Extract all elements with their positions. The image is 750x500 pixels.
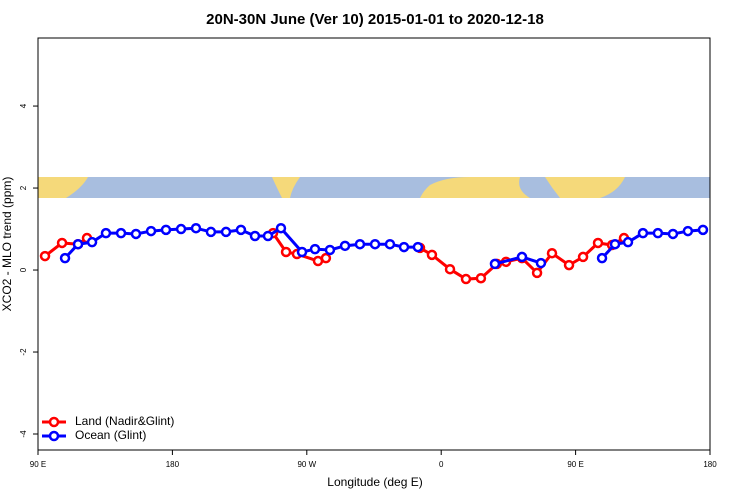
data-point (489, 258, 501, 270)
x-axis-label: Longitude (deg E) (327, 475, 422, 489)
x-tick-label: 90 E (30, 460, 46, 469)
data-point (56, 237, 68, 249)
y-tick-label: 4 (19, 103, 28, 108)
data-point (249, 230, 261, 242)
data-point (637, 227, 649, 239)
data-point (398, 241, 410, 253)
data-point (682, 225, 694, 237)
data-point (426, 249, 438, 261)
series-line (44, 236, 88, 258)
data-point (115, 227, 127, 239)
legend-label: Land (Nadir&Glint) (75, 414, 174, 428)
data-point (412, 241, 424, 253)
data-point (145, 225, 157, 237)
data-point (59, 252, 71, 264)
x-tick-label: 0 (439, 460, 444, 469)
data-point (160, 224, 172, 236)
y-tick-label: -4 (19, 430, 28, 438)
data-point (667, 228, 679, 240)
data-point (622, 236, 634, 248)
data-point (369, 238, 381, 250)
data-point (175, 223, 187, 235)
x-tick-label: 180 (703, 460, 717, 469)
y-tick-label: -2 (19, 348, 28, 356)
data-point (592, 237, 604, 249)
data-point (652, 227, 664, 239)
data-point (100, 227, 112, 239)
chart-title: 20N-30N June (Ver 10) 2015-01-01 to 2020… (206, 11, 544, 28)
data-point (475, 272, 487, 284)
y-axis-label: XCO2 - MLO trend (ppm) (0, 177, 14, 312)
data-point (86, 236, 98, 248)
y-tick-label: 0 (19, 267, 28, 272)
data-point (460, 273, 472, 285)
data-point (697, 224, 709, 236)
data-point (531, 267, 543, 279)
data-point (72, 238, 84, 250)
data-point (609, 238, 621, 250)
data-point (563, 259, 575, 271)
data-point (577, 251, 589, 263)
data-point (354, 238, 366, 250)
data-point (275, 222, 287, 234)
data-point (235, 224, 247, 236)
data-point (220, 226, 232, 238)
x-tick-label: 90 E (567, 460, 583, 469)
data-point (339, 240, 351, 252)
data-point (262, 230, 274, 242)
data-point (546, 247, 558, 259)
data-point (444, 263, 456, 275)
data-point (190, 222, 202, 234)
data-point (320, 252, 332, 264)
data-point (384, 238, 396, 250)
y-tick-label: 2 (19, 185, 28, 190)
legend-marker (48, 430, 60, 442)
data-point (205, 226, 217, 238)
data-point (535, 257, 547, 269)
map-strip (38, 177, 710, 198)
data-point (39, 250, 51, 262)
data-point (596, 252, 608, 264)
data-point (280, 246, 292, 258)
plot-frame (37, 37, 711, 451)
legend-label: Ocean (Glint) (75, 428, 146, 442)
data-point (309, 243, 321, 255)
data-point (324, 244, 336, 256)
data-point (130, 228, 142, 240)
data-point (516, 251, 528, 263)
x-tick-label: 180 (166, 460, 180, 469)
x-tick-label: 90 W (297, 460, 316, 469)
data-point (296, 246, 308, 258)
legend-marker (48, 416, 60, 428)
